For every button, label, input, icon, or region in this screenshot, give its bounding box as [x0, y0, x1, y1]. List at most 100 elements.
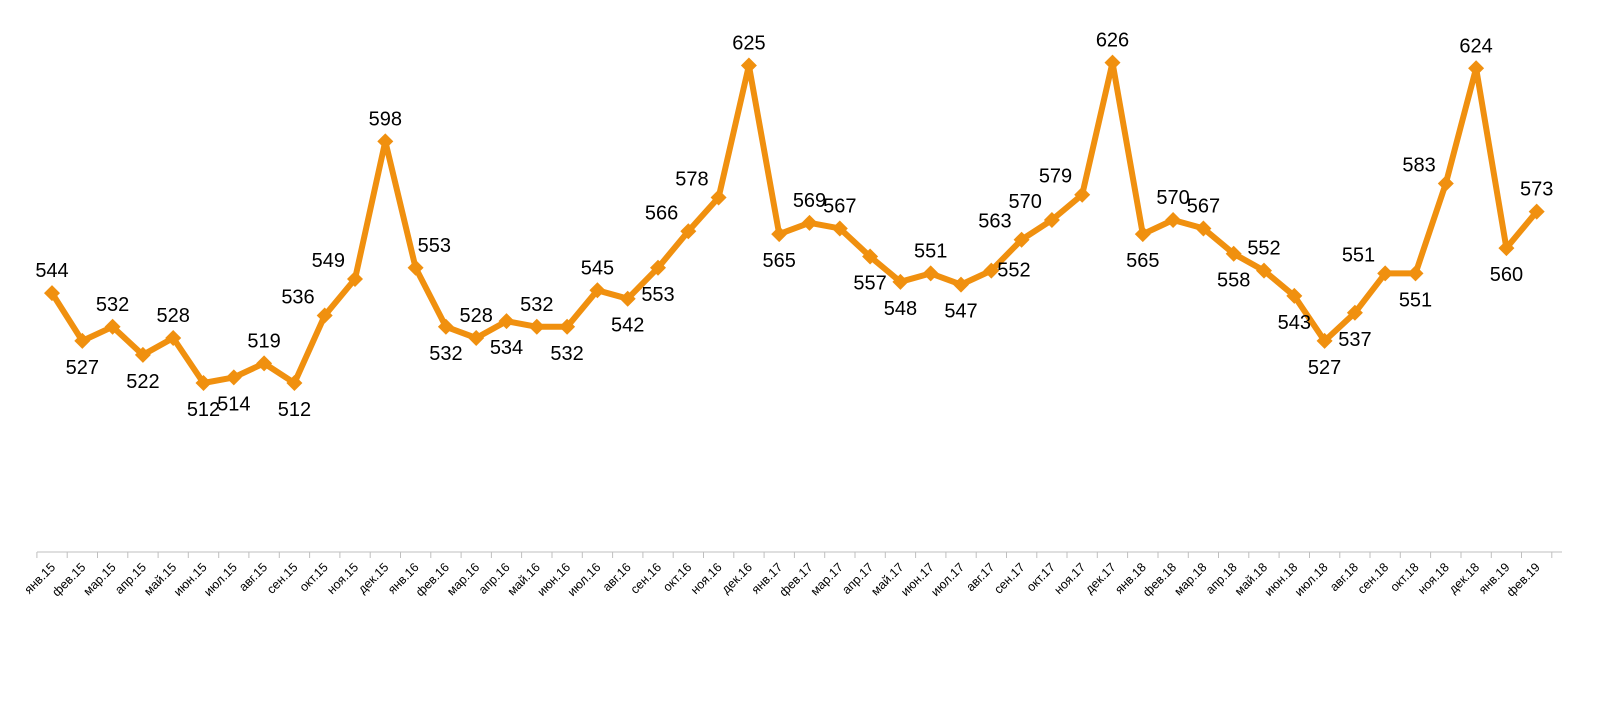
- data-label: 560: [1490, 264, 1523, 286]
- data-point: [74, 332, 91, 349]
- data-label: 565: [763, 250, 796, 272]
- data-point: [44, 285, 60, 302]
- data-label: 557: [853, 273, 886, 295]
- data-point: [1074, 186, 1091, 203]
- x-tick-label: дек.16: [719, 560, 755, 596]
- x-tick-label: фев.15: [49, 560, 88, 599]
- x-tick-label: сен.16: [628, 560, 664, 596]
- x-tick-label: ноя.15: [324, 560, 361, 597]
- data-label: 573: [1520, 179, 1553, 201]
- data-point: [165, 330, 182, 347]
- data-point: [619, 290, 636, 307]
- x-tick-label: июл.17: [928, 560, 967, 599]
- data-point: [195, 375, 212, 391]
- data-label: 512: [187, 399, 220, 421]
- data-label: 565: [1126, 250, 1159, 272]
- data-label: 625: [732, 33, 765, 55]
- data-point: [286, 375, 303, 391]
- data-point: [740, 57, 757, 74]
- data-label: 514: [217, 393, 250, 415]
- data-label: 569: [793, 190, 826, 212]
- x-tick-label: мар.15: [81, 560, 119, 598]
- x-tick-label: июл.15: [201, 560, 240, 599]
- data-label: 566: [645, 202, 678, 224]
- data-point: [1225, 245, 1242, 262]
- data-label: 512: [278, 399, 311, 421]
- data-label: 528: [157, 305, 190, 327]
- data-label: 527: [66, 357, 99, 379]
- data-label: 549: [312, 250, 345, 272]
- x-tick-label: сен.15: [264, 560, 300, 596]
- data-labels: 5445275325225285125145195125365495985535…: [35, 30, 1553, 421]
- x-axis-ticks: [36, 552, 1553, 558]
- x-tick-label: мар.18: [1171, 560, 1209, 598]
- data-point: [1286, 287, 1303, 304]
- data-label: 570: [1156, 187, 1189, 209]
- data-label: 552: [1247, 238, 1280, 260]
- data-point: [710, 189, 727, 206]
- data-point: [862, 248, 879, 265]
- data-label: 532: [550, 343, 583, 365]
- data-point: [922, 265, 939, 282]
- data-label: 547: [944, 301, 977, 323]
- data-label: 528: [460, 305, 493, 327]
- data-points: [44, 54, 1545, 391]
- data-point: [559, 318, 576, 335]
- x-tick-label: ноя.16: [688, 560, 725, 597]
- x-tick-label: фев.17: [777, 560, 816, 599]
- data-point: [650, 259, 666, 276]
- x-tick-label: дек.15: [355, 560, 391, 596]
- data-point: [589, 282, 606, 299]
- data-label: 548: [884, 298, 917, 320]
- x-tick-label: июл.16: [565, 560, 604, 599]
- x-tick-label: мар.17: [808, 560, 846, 598]
- x-tick-label: мар.16: [444, 560, 482, 598]
- series-line: [49, 59, 1540, 386]
- data-label: 579: [1039, 166, 1072, 188]
- data-point: [771, 226, 788, 243]
- data-point: [437, 318, 454, 335]
- data-label: 583: [1402, 155, 1435, 177]
- data-point: [1316, 332, 1333, 349]
- data-point: [225, 369, 242, 386]
- data-point: [104, 318, 121, 335]
- data-point: [1346, 304, 1363, 321]
- data-point: [1468, 60, 1485, 77]
- x-tick-label: фев.19: [1504, 560, 1543, 599]
- data-label: 543: [1278, 312, 1311, 334]
- x-tick-labels: янв.15фев.15мар.15апр.15май.15июн.15июл.…: [22, 560, 1543, 599]
- x-tick-label: сен.17: [991, 560, 1027, 596]
- data-point: [1165, 212, 1182, 229]
- data-label: 558: [1217, 270, 1250, 292]
- data-label: 532: [520, 294, 553, 316]
- data-label: 624: [1459, 35, 1492, 57]
- x-tick-label: дек.17: [1082, 560, 1118, 596]
- data-point: [892, 273, 909, 290]
- data-point: [377, 133, 394, 150]
- data-point: [680, 223, 697, 240]
- data-point: [801, 214, 818, 231]
- data-label: 563: [978, 211, 1011, 233]
- x-tick-label: сен.18: [1355, 560, 1391, 596]
- data-point: [1437, 175, 1454, 192]
- data-point: [1377, 265, 1394, 282]
- data-point: [468, 330, 485, 347]
- data-label: 522: [126, 371, 159, 393]
- data-point: [1043, 212, 1060, 229]
- data-point: [1407, 265, 1424, 282]
- data-point: [316, 307, 333, 324]
- data-point: [953, 276, 969, 293]
- data-point: [1528, 203, 1545, 220]
- x-tick-label: дек.18: [1446, 560, 1482, 596]
- data-label: 567: [823, 195, 856, 217]
- data-label: 544: [35, 260, 68, 282]
- data-label: 532: [429, 343, 462, 365]
- data-label: 534: [490, 337, 523, 359]
- data-label: 527: [1308, 357, 1341, 379]
- data-point: [1013, 231, 1030, 248]
- data-label: 567: [1187, 195, 1220, 217]
- data-point: [1195, 220, 1212, 237]
- data-label: 553: [641, 284, 674, 306]
- x-tick-label: ноя.17: [1052, 560, 1089, 597]
